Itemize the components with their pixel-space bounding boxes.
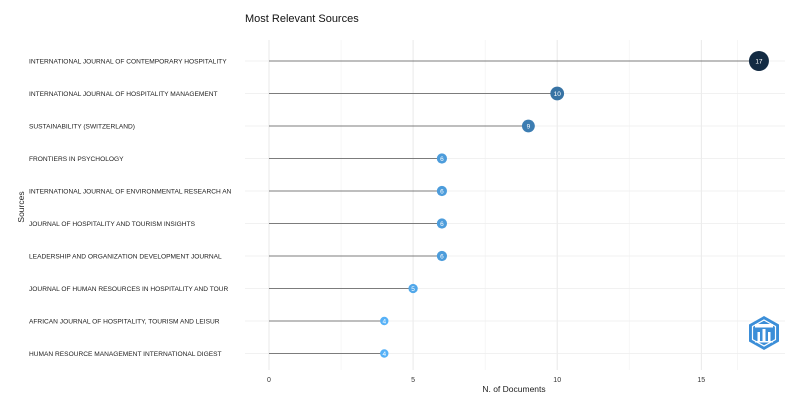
x-axis-title: N. of Documents — [482, 384, 545, 394]
source-label: INTERNATIONAL JOURNAL OF ENVIRONMENTAL R… — [29, 189, 232, 196]
lollipop-point — [436, 250, 448, 262]
lollipop-point — [380, 349, 389, 358]
x-tick-label: 10 — [553, 377, 561, 384]
value-label: 4 — [382, 351, 386, 358]
lollipop-point — [550, 86, 565, 101]
lollipop-point — [436, 218, 448, 229]
bibliometrix-logo — [749, 316, 779, 350]
value-label: 10 — [554, 91, 562, 98]
x-tick-label: 15 — [697, 377, 705, 384]
value-label: 9 — [527, 123, 531, 130]
source-label: SUSTAINABILITY (SWITZERLAND) — [29, 124, 135, 131]
source-label: INTERNATIONAL JOURNAL OF CONTEMPORARY HO… — [29, 59, 227, 66]
lollipop-point — [748, 51, 769, 71]
value-label: 6 — [440, 156, 444, 163]
lollipop-point — [380, 316, 389, 326]
lollipop-stems — [269, 60, 759, 354]
x-tick-labels: 0 5 10 15 — [267, 377, 705, 384]
source-label: HUMAN RESOURCE MANAGEMENT INTERNATIONAL … — [29, 351, 222, 358]
source-label: JOURNAL OF HOSPITALITY AND TOURISM INSIG… — [29, 221, 196, 228]
source-label: LEADERSHIP AND ORGANIZATION DEVELOPMENT … — [29, 254, 222, 261]
source-label: JOURNAL OF HUMAN RESOURCES IN HOSPITALIT… — [29, 286, 229, 293]
source-labels: INTERNATIONAL JOURNAL OF CONTEMPORARY HO… — [29, 59, 232, 359]
value-label: 4 — [382, 318, 386, 325]
source-label: FRONTIERS IN PSYCHOLOGY — [29, 156, 124, 163]
grid-lines — [245, 40, 785, 370]
value-label: 5 — [411, 286, 415, 293]
source-label: INTERNATIONAL JOURNAL OF HOSPITALITY MAN… — [29, 91, 218, 98]
lollipop-point — [521, 119, 535, 133]
source-label: AFRICAN JOURNAL OF HOSPITALITY, TOURISM … — [29, 319, 220, 326]
lollipop-point — [408, 283, 418, 294]
chart-title: Most Relevant Sources — [245, 13, 359, 25]
lollipop-points: 17 10 9 6 6 6 6 5 4 4 — [380, 51, 769, 358]
lollipop-point — [436, 185, 448, 197]
value-label: 6 — [440, 221, 444, 228]
x-tick-label: 5 — [411, 377, 415, 384]
lollipop-point — [436, 153, 448, 164]
value-label: 17 — [755, 58, 763, 65]
x-tick-label: 0 — [267, 377, 271, 384]
value-label: 6 — [440, 253, 444, 260]
value-label: 6 — [440, 188, 444, 195]
y-axis-title: Sources — [16, 191, 26, 222]
